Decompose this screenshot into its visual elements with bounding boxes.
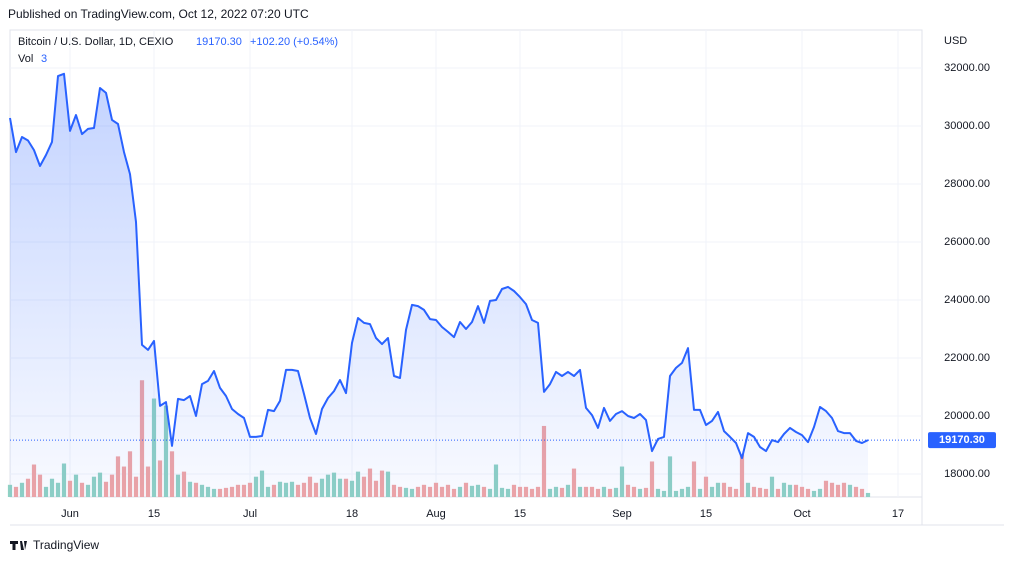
currency: USD [944,35,967,47]
volume-setting: 3 [41,53,47,65]
footer-text: TradingView [33,538,99,552]
y-tick-label: 20000.00 [944,410,990,422]
y-tick-label: 22000.00 [944,352,990,364]
x-tick-label: 15 [700,508,712,520]
header-price: 19170.30 [196,36,242,48]
footer-logo: TradingView [10,538,99,552]
last-price-tag [928,432,996,449]
y-tick-label: 24000.00 [944,294,990,306]
x-tick-label: 15 [148,508,160,520]
x-tick-label: Aug [426,508,446,520]
y-tick-label: 18000.00 [944,468,990,480]
header-change: +102.20 (+0.54%) [250,36,338,48]
x-tick-label: Jul [243,508,257,520]
x-tick-label: 18 [346,508,358,520]
y-tick-label: 30000.00 [944,120,990,132]
x-tick-label: 15 [514,508,526,520]
x-tick-label: Jun [61,508,79,520]
x-tick-label: Sep [612,508,632,520]
logo-icon [10,541,27,550]
x-tick-label: 17 [892,508,904,520]
y-tick-label: 26000.00 [944,236,990,248]
symbol-title: Bitcoin / U.S. Dollar, 1D, CEXIO [18,36,174,48]
price-line [9,72,869,460]
y-tick-label: 32000.00 [944,62,990,74]
y-tick-label: 28000.00 [944,178,990,190]
published: Published on TradingView.com, Oct 12, 20… [8,7,309,21]
last-price-label: 19170.30 [939,434,985,446]
volume-label: Vol [18,53,33,65]
x-tick-label: Oct [793,508,810,520]
